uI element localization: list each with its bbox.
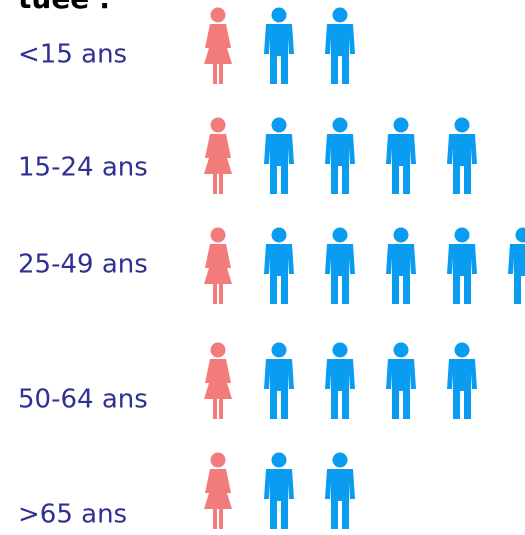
icon-head: [393, 342, 409, 358]
icon-head: [271, 117, 287, 133]
icon-head: [515, 227, 525, 243]
icon-body: [264, 24, 294, 84]
chart-title: tuée :: [18, 0, 110, 15]
icon-head: [332, 7, 348, 23]
icon-head: [210, 117, 226, 133]
icon-head: [454, 342, 470, 358]
icon-body: [204, 24, 232, 84]
category-label: 15-24 ans: [18, 153, 148, 183]
icon-body: [264, 469, 294, 529]
icon-man: [508, 227, 525, 304]
category-label: <15 ans: [18, 40, 127, 70]
icon-body: [325, 359, 355, 419]
category-label: >65 ans: [18, 500, 127, 530]
icon-body: [447, 244, 477, 304]
icon-body: [386, 244, 416, 304]
icon-body: [447, 134, 477, 194]
icon-woman: [204, 227, 232, 304]
icon-head: [332, 342, 348, 358]
icon-body: [386, 359, 416, 419]
icon-man: [386, 227, 416, 304]
icon-woman: [204, 452, 232, 529]
icon-body: [447, 359, 477, 419]
icon-head: [210, 342, 226, 358]
icon-man: [325, 452, 355, 529]
icon-body: [264, 244, 294, 304]
icon-body: [508, 244, 525, 304]
icon-body: [325, 134, 355, 194]
icon-man: [447, 227, 477, 304]
icon-body: [264, 134, 294, 194]
icon-body: [204, 244, 232, 304]
icon-head: [210, 452, 226, 468]
icon-head: [332, 227, 348, 243]
icon-head: [210, 7, 226, 23]
icon-man: [325, 117, 355, 194]
icon-head: [271, 7, 287, 23]
icon-man: [325, 227, 355, 304]
icon-body: [204, 359, 232, 419]
icon-man: [447, 117, 477, 194]
icon-head: [332, 117, 348, 133]
icon-body: [386, 134, 416, 194]
icon-man: [264, 7, 294, 84]
icon-man: [264, 227, 294, 304]
category-label: 50-64 ans: [18, 385, 148, 415]
icon-body: [204, 469, 232, 529]
icon-head: [271, 227, 287, 243]
icon-man: [264, 117, 294, 194]
icon-body: [325, 469, 355, 529]
icon-body: [325, 244, 355, 304]
icon-head: [210, 227, 226, 243]
icon-man: [325, 7, 355, 84]
icon-head: [393, 117, 409, 133]
icon-head: [393, 227, 409, 243]
icon-man: [325, 342, 355, 419]
icon-head: [332, 452, 348, 468]
icon-head: [271, 452, 287, 468]
icon-man: [386, 342, 416, 419]
icon-man: [386, 117, 416, 194]
icon-man: [264, 342, 294, 419]
icon-woman: [204, 7, 232, 84]
category-label: 25-49 ans: [18, 250, 148, 280]
icon-woman: [204, 117, 232, 194]
icon-head: [454, 227, 470, 243]
icon-head: [454, 117, 470, 133]
icon-man: [447, 342, 477, 419]
icon-man: [264, 452, 294, 529]
icon-body: [325, 24, 355, 84]
icon-body: [264, 359, 294, 419]
icon-head: [271, 342, 287, 358]
icon-woman: [204, 342, 232, 419]
icon-body: [204, 134, 232, 194]
